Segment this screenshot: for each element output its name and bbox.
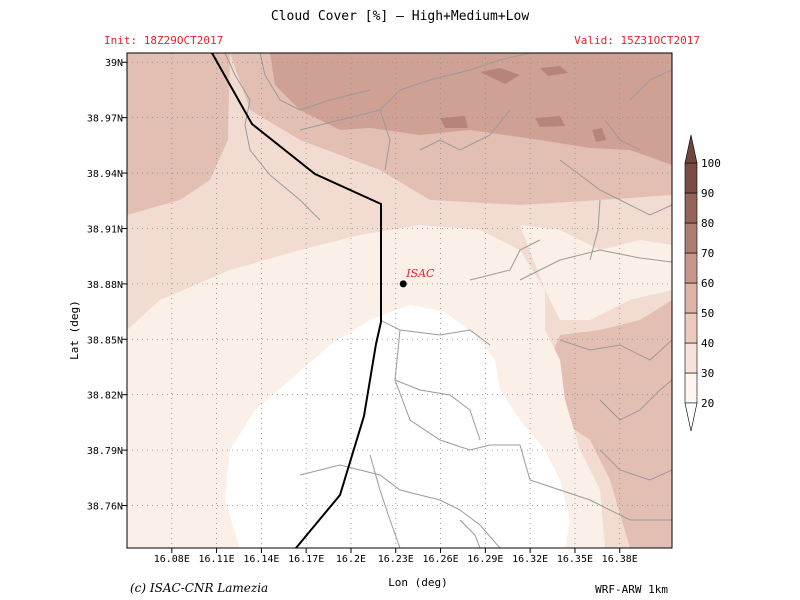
valid-label: Valid: 15Z31OCT2017 <box>574 34 700 47</box>
x-tick-label: 16.26E <box>422 554 458 565</box>
x-tick-label: 16.08E <box>154 554 190 565</box>
x-tick-label: 16.32E <box>512 554 548 565</box>
y-tick-label: 38.88N <box>87 280 123 291</box>
model-label: WRF-ARW 1km <box>595 583 668 596</box>
coastline <box>211 53 382 548</box>
y-tick-label: 38.94N <box>87 169 123 180</box>
band-50-east <box>545 300 672 548</box>
station-label: ISAC <box>405 267 435 280</box>
x-axis-ticks: 16.08E 16.11E 16.14E 16.17E 16.2E 16.23E 16.26… <box>154 548 638 565</box>
x-tick-label: 16.35E <box>557 554 593 565</box>
colorbar-label: 80 <box>701 217 714 230</box>
y-tick-label: 38.76N <box>87 502 123 513</box>
colorbar: 20 30 40 50 60 70 80 90 100 <box>684 134 721 432</box>
colorbar-label: 70 <box>701 247 714 260</box>
colorbar-swatch <box>684 222 698 254</box>
y-tick-label: 38.82N <box>87 391 123 402</box>
x-tick-label: 16.14E <box>243 554 279 565</box>
colorbar-bottom-arrow <box>684 402 698 432</box>
colorbar-swatch <box>684 192 698 224</box>
colorbar-swatch <box>684 372 698 404</box>
band-60-north <box>270 53 672 165</box>
band-20 <box>225 305 570 548</box>
colorbar-swatch <box>684 312 698 344</box>
x-tick-label: 16.29E <box>467 554 503 565</box>
x-tick-label: 16.11E <box>199 554 235 565</box>
river-network <box>224 53 672 548</box>
y-tick-label: 38.97N <box>87 114 123 125</box>
band-50-west <box>127 53 230 215</box>
y-axis-ticks: 39N 38.97N 38.94N 38.91N 38.88N 38.85N 38.82N 3… <box>87 58 127 513</box>
colorbar-label: 20 <box>701 397 714 410</box>
colorbar-swatch <box>684 162 698 194</box>
colorbar-label: 90 <box>701 187 714 200</box>
y-tick-label: 39N <box>105 58 123 69</box>
y-axis-label: Lat (deg) <box>68 300 81 360</box>
x-tick-label: 16.38E <box>602 554 638 565</box>
cloud-cover-field <box>127 53 672 548</box>
credit-label: (c) ISAC-CNR Lamezia <box>130 581 268 595</box>
colorbar-swatch <box>684 282 698 314</box>
x-tick-label: 16.2E <box>336 554 366 565</box>
x-tick-label: 16.17E <box>288 554 324 565</box>
y-tick-label: 38.79N <box>87 446 123 457</box>
y-tick-label: 38.91N <box>87 224 123 235</box>
plot-frame <box>126 52 673 549</box>
init-label: Init: 18Z29OCT2017 <box>104 34 223 47</box>
colorbar-label: 100 <box>701 157 721 170</box>
chart-title: Cloud Cover [%] — High+Medium+Low <box>271 9 529 24</box>
x-tick-label: 16.23E <box>378 554 414 565</box>
colorbar-label: 50 <box>701 307 714 320</box>
x-axis-label: Lon (deg) <box>388 576 448 589</box>
colorbar-swatch <box>684 252 698 284</box>
colorbar-label: 60 <box>701 277 714 290</box>
y-tick-label: 38.85N <box>87 335 123 346</box>
colorbar-label: 40 <box>701 337 714 350</box>
colorbar-label: 30 <box>701 367 714 380</box>
colorbar-top-arrow <box>684 134 698 164</box>
station-dot <box>399 280 407 288</box>
colorbar-swatch <box>684 342 698 374</box>
station-marker: ISAC <box>399 267 435 288</box>
